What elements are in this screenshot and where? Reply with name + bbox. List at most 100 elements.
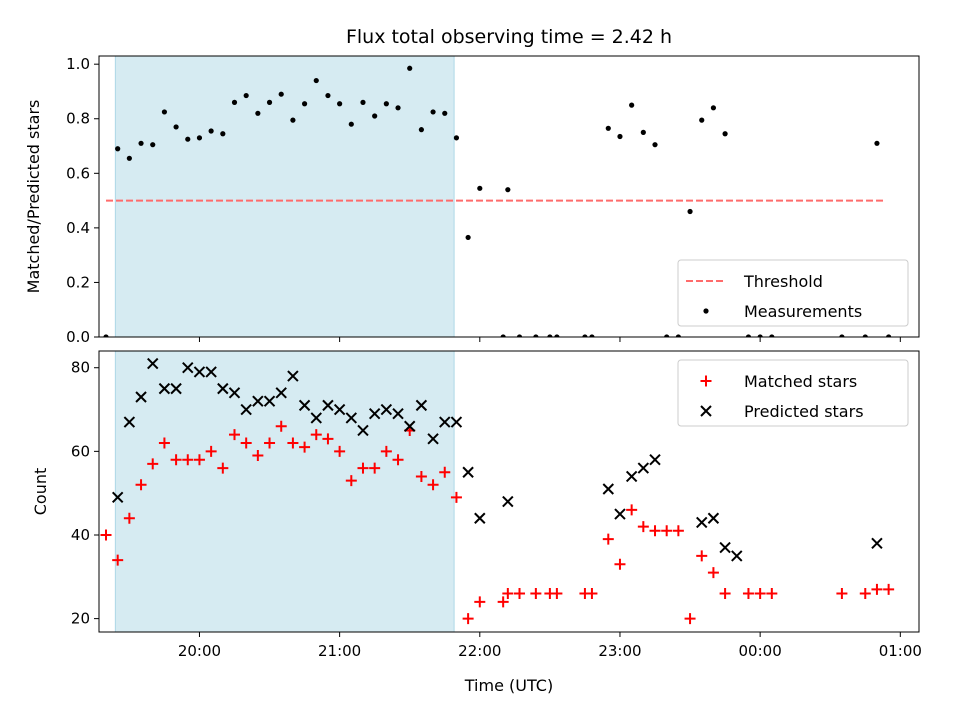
legend-label: Threshold bbox=[743, 272, 823, 291]
data-point bbox=[392, 454, 404, 466]
data-point bbox=[439, 416, 451, 428]
data-point bbox=[462, 613, 474, 625]
data-point bbox=[185, 136, 191, 142]
data-point bbox=[430, 109, 436, 115]
data-point bbox=[173, 124, 179, 130]
data-point bbox=[874, 140, 880, 146]
x-tick-label: 20:00 bbox=[178, 642, 221, 660]
data-point bbox=[710, 105, 717, 111]
data-point bbox=[278, 91, 284, 97]
data-point bbox=[275, 387, 287, 399]
legend-entry: Predicted stars bbox=[700, 402, 864, 421]
shaded-interval bbox=[114, 55, 455, 338]
data-point bbox=[453, 135, 460, 141]
y-axis-label: Count bbox=[31, 468, 50, 516]
data-point bbox=[263, 395, 276, 407]
data-point bbox=[415, 470, 427, 482]
data-point bbox=[687, 208, 693, 215]
data-point bbox=[196, 135, 203, 141]
data-point bbox=[502, 588, 514, 600]
legend-entry: Measurements bbox=[703, 302, 862, 321]
data-point bbox=[637, 521, 649, 533]
data-point bbox=[530, 588, 542, 600]
y-tick-label: 80 bbox=[71, 359, 90, 377]
data-point bbox=[193, 366, 206, 378]
data-point bbox=[123, 416, 136, 428]
data-point bbox=[757, 334, 763, 337]
data-point bbox=[617, 133, 623, 140]
data-point bbox=[111, 491, 124, 504]
data-point bbox=[505, 187, 511, 193]
data-point bbox=[675, 334, 681, 337]
legend-label: Matched stars bbox=[744, 372, 857, 391]
data-point bbox=[266, 99, 273, 105]
data-point bbox=[707, 567, 719, 579]
data-point bbox=[722, 131, 728, 137]
legend-entry: Threshold bbox=[686, 272, 823, 291]
series-matched-stars bbox=[100, 420, 895, 625]
data-point bbox=[383, 101, 389, 107]
y-tick-label: 0.2 bbox=[66, 273, 90, 291]
data-point bbox=[170, 382, 182, 395]
data-point bbox=[754, 588, 766, 600]
data-point bbox=[345, 412, 358, 424]
data-point bbox=[516, 334, 523, 337]
panel-ratio: 0.0 0.2 0.4 0.6 0.8 1.0 Matched/Predicted star… bbox=[24, 55, 920, 346]
legend-label: Measurements bbox=[744, 302, 862, 321]
data-point bbox=[586, 588, 598, 600]
y-tick-label: 0.8 bbox=[66, 110, 90, 128]
data-point bbox=[474, 512, 486, 524]
data-point bbox=[707, 512, 720, 524]
data-point bbox=[322, 399, 334, 412]
data-point bbox=[299, 441, 311, 453]
legend-entry: Matched stars bbox=[700, 372, 857, 391]
data-point bbox=[418, 127, 424, 133]
data-point bbox=[497, 596, 509, 608]
data-point bbox=[301, 101, 308, 107]
data-point bbox=[450, 416, 463, 428]
data-point bbox=[766, 588, 778, 600]
chart-title: Flux total observing time = 2.42 h bbox=[346, 26, 672, 48]
data-point bbox=[240, 437, 252, 449]
data-point bbox=[100, 529, 112, 541]
panel-counts: 20 40 60 80 20:00 21:00 22:00 23:00 00:00 01:00 Co… bbox=[31, 350, 922, 660]
data-point bbox=[369, 462, 381, 474]
data-point bbox=[554, 334, 560, 337]
data-point bbox=[138, 140, 144, 146]
data-point bbox=[839, 334, 845, 337]
x-tick-label: 23:00 bbox=[598, 642, 641, 660]
data-point bbox=[150, 142, 156, 148]
data-point bbox=[290, 117, 296, 123]
data-point bbox=[182, 454, 194, 466]
data-point bbox=[886, 334, 892, 337]
legend: Threshold Measurements bbox=[677, 259, 909, 327]
data-point bbox=[699, 117, 705, 123]
data-point bbox=[368, 408, 381, 420]
y-tick-label: 1.0 bbox=[66, 55, 90, 73]
data-point bbox=[614, 558, 626, 570]
data-point bbox=[147, 458, 159, 470]
x-tick-label: 22:00 bbox=[458, 642, 501, 660]
data-point bbox=[602, 483, 614, 495]
series-predicted-stars bbox=[111, 357, 883, 562]
data-point bbox=[123, 512, 135, 524]
data-point bbox=[255, 110, 261, 116]
data-point bbox=[862, 334, 868, 337]
data-point bbox=[427, 479, 439, 491]
data-point bbox=[719, 541, 731, 554]
data-point bbox=[357, 462, 369, 474]
data-point bbox=[672, 525, 684, 537]
axes-frame bbox=[98, 350, 920, 633]
data-point bbox=[217, 462, 229, 474]
data-point bbox=[228, 429, 240, 441]
data-point bbox=[442, 110, 448, 116]
data-point bbox=[629, 102, 635, 108]
data-point bbox=[514, 588, 526, 600]
axes-frame bbox=[98, 55, 920, 338]
data-point bbox=[287, 437, 299, 449]
legend-label: Predicted stars bbox=[744, 402, 864, 421]
data-point bbox=[392, 408, 404, 420]
data-point bbox=[147, 357, 159, 370]
data-point bbox=[731, 550, 743, 562]
